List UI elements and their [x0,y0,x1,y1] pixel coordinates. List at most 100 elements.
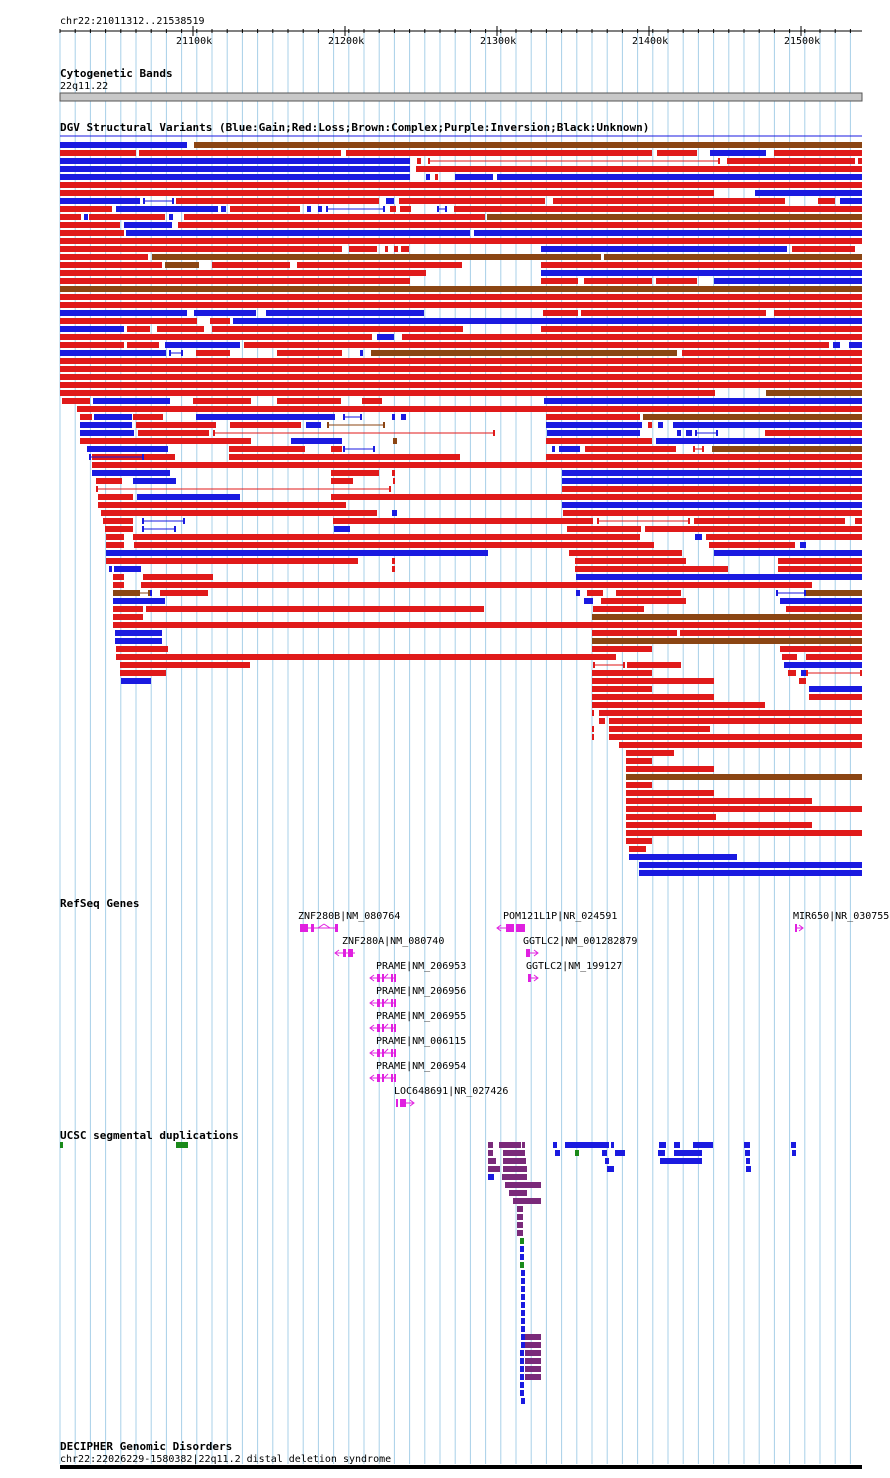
dgv-variant[interactable] [146,606,484,612]
dgv-variant[interactable] [626,806,862,812]
dgv-variant[interactable] [386,198,394,204]
dgv-variant[interactable] [774,310,862,316]
dgv-variant[interactable] [127,326,150,332]
segdup-feature[interactable] [565,1142,609,1148]
dgv-variant[interactable] [98,494,133,500]
segdup-feature[interactable] [525,1342,541,1348]
segdup-feature[interactable] [520,1382,524,1388]
dgv-variant[interactable] [349,246,377,252]
dgv-variant[interactable] [800,542,806,548]
segdup-feature[interactable] [660,1158,702,1164]
dgv-variant[interactable] [593,606,644,612]
dgv-variant[interactable] [229,454,460,460]
dgv-variant[interactable] [766,390,862,396]
dgv-variant[interactable] [727,158,855,164]
dgv-variant[interactable] [645,526,862,532]
dgv-variant[interactable] [682,350,862,356]
segdup-feature[interactable] [60,1142,63,1148]
dgv-variant[interactable] [371,350,677,356]
dgv-variant[interactable] [196,414,335,420]
dgv-variant[interactable] [806,654,862,660]
dgv-variant[interactable] [390,206,396,212]
decipher-feature-bar[interactable] [60,1465,862,1469]
dgv-variant[interactable] [455,174,493,180]
dgv-variant[interactable] [714,278,862,284]
dgv-variant[interactable] [169,214,173,220]
dgv-variant[interactable] [585,446,676,452]
segdup-feature[interactable] [520,1390,524,1396]
dgv-variant[interactable] [656,438,862,444]
dgv-variant[interactable] [673,422,862,428]
segdup-feature[interactable] [674,1150,702,1156]
dgv-variant[interactable] [709,542,795,548]
dgv-variant[interactable] [277,398,341,404]
dgv-variant[interactable] [780,646,862,652]
segdup-feature[interactable] [521,1342,525,1348]
segdup-feature[interactable] [520,1246,524,1252]
dgv-variant[interactable] [592,710,594,716]
dgv-variant[interactable] [392,470,395,476]
segdup-feature[interactable] [605,1158,609,1164]
dgv-variant[interactable] [592,646,652,652]
dgv-variant[interactable] [454,206,862,212]
dgv-variant[interactable] [576,574,862,580]
segdup-feature[interactable] [791,1142,796,1148]
dgv-variant[interactable] [626,838,652,844]
dgv-variant[interactable] [80,438,251,444]
dgv-variant[interactable] [392,510,397,516]
segdup-feature[interactable] [521,1326,525,1332]
segdup-feature[interactable] [658,1150,665,1156]
segdup-feature[interactable] [520,1262,524,1268]
dgv-variant[interactable] [592,726,594,732]
dgv-variant[interactable] [221,206,226,212]
dgv-variant[interactable] [567,526,641,532]
dgv-variant[interactable] [60,294,862,300]
dgv-variant[interactable] [809,694,862,700]
dgv-variant[interactable] [782,654,797,660]
dgv-variant[interactable] [160,590,208,596]
dgv-variant[interactable] [98,502,346,508]
dgv-variant[interactable] [648,422,652,428]
dgv-variant[interactable] [133,414,163,420]
dgv-variant[interactable] [541,270,862,276]
dgv-variant[interactable] [710,150,766,156]
segdup-feature[interactable] [520,1350,524,1356]
dgv-variant[interactable] [592,678,714,684]
segdup-feature[interactable] [746,1166,751,1172]
segdup-feature[interactable] [615,1150,625,1156]
dgv-variant[interactable] [435,174,438,180]
dgv-variant[interactable] [712,446,862,452]
segdup-feature[interactable] [488,1158,496,1164]
segdup-feature[interactable] [502,1174,527,1180]
dgv-variant[interactable] [229,446,305,452]
dgv-variant[interactable] [106,550,488,556]
dgv-variant[interactable] [546,454,862,460]
segdup-feature[interactable] [745,1150,750,1156]
segdup-feature[interactable] [525,1366,541,1372]
gene-exon[interactable] [377,1024,380,1032]
dgv-variant[interactable] [626,750,674,756]
dgv-variant[interactable] [149,590,152,596]
dgv-variant[interactable] [677,430,681,436]
dgv-variant[interactable] [116,206,218,212]
dgv-variant[interactable] [541,246,787,252]
dgv-variant[interactable] [152,254,601,260]
dgv-variant[interactable] [541,326,862,332]
dgv-variant[interactable] [609,734,862,740]
dgv-variant[interactable] [765,430,862,436]
dgv-variant[interactable] [393,438,397,444]
dgv-variant[interactable] [553,198,785,204]
gene-exon[interactable] [795,924,797,932]
dgv-variant[interactable] [113,574,124,580]
dgv-variant[interactable] [92,462,862,468]
dgv-variant[interactable] [233,318,862,324]
dgv-variant[interactable] [101,510,377,516]
segdup-feature[interactable] [520,1366,524,1372]
dgv-variant[interactable] [639,870,862,876]
segdup-feature[interactable] [521,1270,525,1276]
dgv-variant[interactable] [714,550,862,556]
dgv-variant[interactable] [60,390,715,396]
dgv-variant[interactable] [60,302,862,308]
dgv-variant[interactable] [592,670,652,676]
dgv-variant[interactable] [60,238,862,244]
